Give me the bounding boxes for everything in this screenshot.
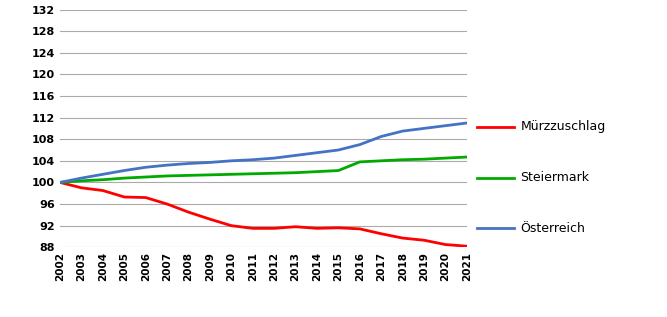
Text: Österreich: Österreich — [520, 222, 585, 235]
Steiermark — [399, 158, 407, 162]
Steiermark — [249, 172, 257, 176]
Mürzzuschlag — [249, 226, 257, 230]
Mürzzuschlag — [56, 180, 64, 184]
Mürzzuschlag — [399, 236, 407, 240]
Steiermark — [227, 172, 235, 176]
Steiermark — [291, 171, 299, 175]
Österreich — [291, 153, 299, 157]
Line: Österreich: Österreich — [60, 123, 467, 182]
Text: Mürzzuschlag: Mürzzuschlag — [520, 120, 606, 133]
Österreich — [442, 124, 450, 127]
Steiermark — [185, 173, 193, 177]
Steiermark — [463, 155, 471, 159]
Österreich — [227, 159, 235, 163]
Steiermark — [420, 157, 428, 161]
Steiermark — [77, 179, 85, 183]
Mürzzuschlag — [313, 226, 321, 230]
Österreich — [120, 169, 128, 172]
Österreich — [420, 126, 428, 130]
Steiermark — [356, 160, 364, 164]
Mürzzuschlag — [442, 243, 450, 246]
Österreich — [270, 156, 278, 160]
Österreich — [378, 135, 386, 139]
Steiermark — [56, 180, 64, 184]
Österreich — [399, 129, 407, 133]
Österreich — [77, 176, 85, 180]
Mürzzuschlag — [163, 202, 171, 206]
Österreich — [356, 143, 364, 146]
Mürzzuschlag — [334, 226, 342, 230]
Mürzzuschlag — [356, 227, 364, 231]
Mürzzuschlag — [99, 189, 107, 192]
Österreich — [313, 151, 321, 155]
Mürzzuschlag — [378, 232, 386, 236]
Mürzzuschlag — [141, 196, 149, 199]
Österreich — [334, 148, 342, 152]
Steiermark — [313, 170, 321, 173]
Österreich — [141, 165, 149, 169]
Österreich — [163, 163, 171, 167]
Mürzzuschlag — [270, 226, 278, 230]
Österreich — [463, 121, 471, 125]
Österreich — [206, 160, 214, 164]
Mürzzuschlag — [227, 224, 235, 228]
Steiermark — [334, 169, 342, 172]
Steiermark — [99, 178, 107, 182]
Mürzzuschlag — [463, 244, 471, 248]
Mürzzuschlag — [77, 186, 85, 190]
Steiermark — [206, 173, 214, 177]
Mürzzuschlag — [420, 238, 428, 242]
Österreich — [99, 172, 107, 176]
Steiermark — [141, 175, 149, 179]
Österreich — [56, 180, 64, 184]
Line: Steiermark: Steiermark — [60, 157, 467, 182]
Line: Mürzzuschlag: Mürzzuschlag — [60, 182, 467, 246]
Österreich — [249, 158, 257, 162]
Mürzzuschlag — [206, 217, 214, 221]
Text: Steiermark: Steiermark — [520, 171, 589, 184]
Steiermark — [163, 174, 171, 178]
Mürzzuschlag — [185, 210, 193, 214]
Steiermark — [270, 171, 278, 175]
Steiermark — [378, 159, 386, 163]
Mürzzuschlag — [120, 195, 128, 199]
Steiermark — [442, 156, 450, 160]
Mürzzuschlag — [291, 225, 299, 229]
Steiermark — [120, 176, 128, 180]
Österreich — [185, 162, 193, 165]
